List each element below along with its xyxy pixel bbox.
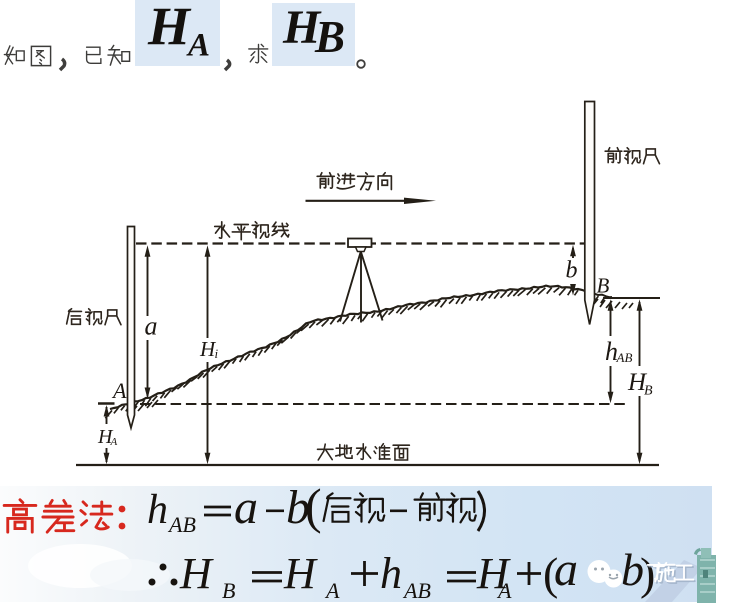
svg-text:B: B bbox=[644, 384, 653, 399]
svg-text:B: B bbox=[222, 578, 235, 603]
svg-text:a: a bbox=[554, 543, 578, 596]
svg-text:b: b bbox=[286, 481, 310, 534]
svg-text:AB: AB bbox=[402, 578, 431, 603]
svg-text:i: i bbox=[215, 346, 219, 361]
svg-text:(: ( bbox=[543, 548, 558, 599]
svg-text:A: A bbox=[186, 28, 210, 64]
svg-text:AB: AB bbox=[167, 512, 196, 537]
svg-text:h: h bbox=[605, 337, 618, 366]
svg-text:): ) bbox=[640, 548, 655, 599]
svg-text:b: b bbox=[621, 544, 644, 595]
svg-text:H: H bbox=[199, 337, 217, 361]
svg-text:A: A bbox=[324, 578, 340, 603]
svg-text:H: H bbox=[97, 426, 114, 448]
svg-text:H: H bbox=[179, 549, 214, 598]
svg-text:b: b bbox=[566, 258, 578, 284]
svg-text:H: H bbox=[476, 549, 511, 598]
svg-text:AB: AB bbox=[616, 350, 633, 365]
svg-text:A: A bbox=[111, 378, 127, 403]
svg-text:(: ( bbox=[305, 478, 322, 534]
svg-text:h: h bbox=[147, 487, 168, 533]
svg-text:A: A bbox=[496, 578, 512, 603]
svg-text:H: H bbox=[283, 549, 318, 598]
svg-text:a: a bbox=[234, 481, 258, 534]
svg-text:h: h bbox=[380, 549, 402, 598]
svg-text:B: B bbox=[314, 12, 345, 62]
svg-text:A: A bbox=[110, 436, 118, 448]
svg-text:H: H bbox=[627, 369, 648, 396]
svg-text:a: a bbox=[145, 312, 158, 341]
svg-text:B: B bbox=[597, 274, 610, 298]
svg-text:H: H bbox=[282, 1, 322, 54]
svg-text:H: H bbox=[147, 0, 192, 57]
